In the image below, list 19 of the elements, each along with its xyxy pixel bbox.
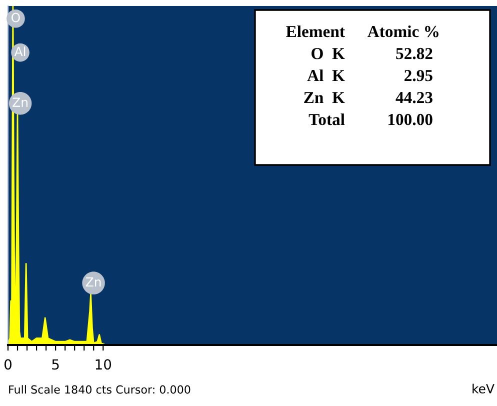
x-tick-label: 5: [52, 359, 59, 370]
annotation: Al: [14, 46, 26, 56]
annotation: 52.82: [396, 48, 432, 60]
annotation: 2.95: [404, 70, 432, 82]
annotation: Atomic %: [368, 25, 438, 38]
x-tick-label: 0: [4, 359, 12, 370]
annotation: Zn: [12, 98, 28, 107]
annotation: Al K: [307, 69, 345, 82]
annotation: Total: [308, 113, 345, 126]
annotation: Zn K: [304, 92, 345, 104]
annotation: Zn: [86, 277, 101, 286]
text: Full Scale 1840 cts Cursor: 0.000: [9, 385, 190, 394]
x-axis-title: keV: [472, 384, 494, 394]
annotation: 44.23: [396, 92, 432, 104]
x-tick-label: 10: [96, 359, 112, 370]
annotation: Element: [286, 25, 345, 38]
annotation: 100.00: [388, 114, 432, 126]
annotation: O K: [312, 48, 345, 60]
annotation: O: [12, 12, 20, 22]
